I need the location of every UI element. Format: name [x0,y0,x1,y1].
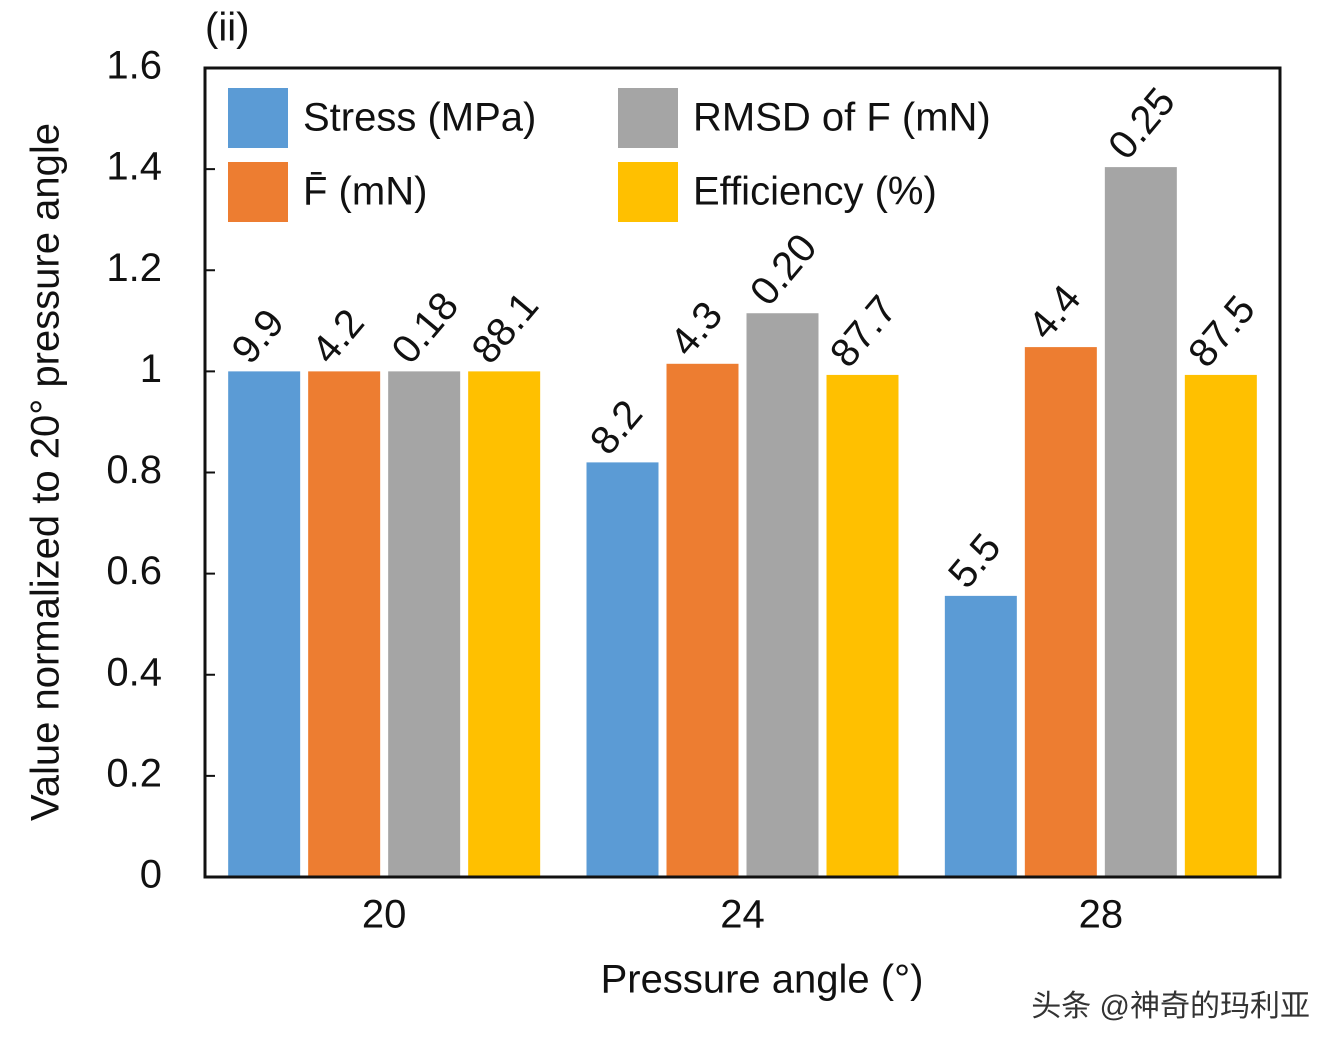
bar [388,371,461,877]
bar-annotation: 0.20 [742,226,826,314]
bar-annotation: 4.2 [303,301,372,372]
bar [1024,347,1097,878]
y-tick-label: 1 [140,347,162,391]
legend-swatch [228,162,288,222]
bar [586,462,659,877]
legend-label: Efficiency (%) [693,170,937,214]
bar [308,371,381,877]
x-tick-label: 28 [1079,893,1124,937]
bar [1184,374,1257,877]
legend-label: Stress (MPa) [303,96,536,140]
y-tick-label: 0.2 [106,751,162,795]
x-tick-label: 20 [362,893,407,937]
bar-annotation: 9.9 [223,301,292,372]
legend-swatch [618,162,678,222]
y-tick-label: 0.4 [106,650,162,694]
y-tick-label: 0.6 [106,549,162,593]
legend-label: F̄ (mN) [303,170,427,214]
bar [944,595,1017,877]
bar-annotation: 4.4 [1020,277,1089,348]
bar [746,313,819,877]
plot-frame [203,66,1282,879]
bar-annotation: 5.5 [940,526,1009,597]
y-tick-label: 0 [140,853,162,897]
bar-annotation: 0.25 [1100,80,1184,168]
legend-label: RMSD of F (mN) [693,96,991,140]
bar-annotation: 87.7 [822,288,906,376]
x-tick-label: 24 [720,893,765,937]
bar [826,374,899,877]
panel-label: (ii) [205,6,249,50]
y-tick-label: 1.2 [106,246,162,290]
y-tick-label: 1.4 [106,145,162,189]
bar-annotation: 8.2 [582,392,651,463]
bar [1104,167,1177,878]
bar [228,371,301,877]
bar-annotation: 88.1 [463,284,547,372]
bar-annotation: 4.3 [662,293,731,364]
y-axis-title: Value normalized to 20° pressure angle [24,123,68,821]
legend-swatch [618,88,678,148]
bar [468,371,541,877]
bar-annotation: 87.5 [1180,288,1264,376]
x-axis-title: Pressure angle (°) [601,958,924,1002]
bar [666,363,739,877]
y-tick-label: 1.6 [106,44,162,88]
watermark: 头条 @神奇的玛利亚 [1031,990,1310,1023]
legend-swatch [228,88,288,148]
bar-annotation: 0.18 [383,284,467,372]
y-tick-label: 0.8 [106,448,162,492]
